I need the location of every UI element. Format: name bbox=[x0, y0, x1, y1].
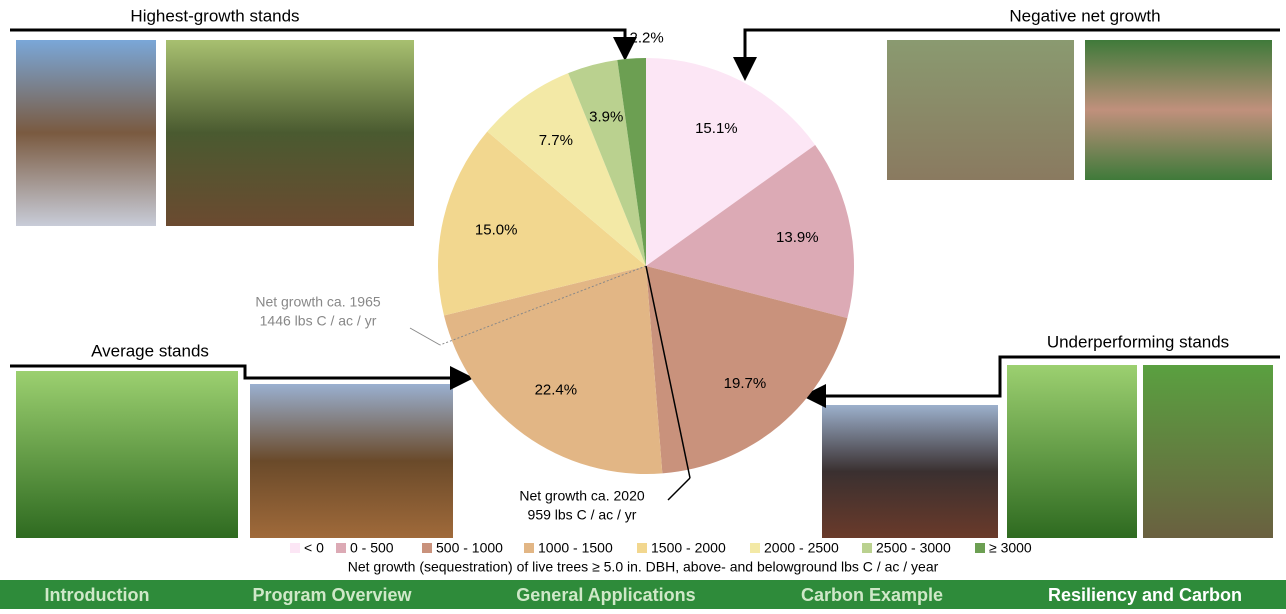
nav-item[interactable]: Introduction bbox=[45, 585, 150, 605]
photo bbox=[822, 405, 998, 538]
legend-swatch bbox=[750, 543, 760, 553]
legend-swatch bbox=[422, 543, 432, 553]
photo bbox=[166, 40, 414, 226]
pointer bbox=[10, 28, 637, 61]
pie-slice bbox=[568, 59, 646, 266]
legend-swatch bbox=[290, 543, 300, 553]
pie-slice bbox=[437, 131, 646, 316]
legend-label: < 0 bbox=[304, 540, 324, 556]
annotation-line bbox=[439, 265, 647, 346]
panel-title: Underperforming stands bbox=[1047, 332, 1229, 351]
photo bbox=[887, 40, 1074, 180]
legend: < 0 0 - 500 500 - 1000 1000 - 1500 1500 - 20… bbox=[290, 540, 1032, 556]
annotation: Net growth ca. 1965 bbox=[255, 294, 381, 310]
slice-label: 7.7% bbox=[539, 132, 573, 149]
slice-label: 13.9% bbox=[776, 229, 819, 246]
caption: Net growth (sequestration) of live trees… bbox=[348, 559, 939, 575]
annotation: 1446 lbs C / ac / yr bbox=[260, 313, 377, 329]
slice-label: 2.2% bbox=[630, 29, 664, 46]
annotation: Net growth ca. 2020 bbox=[519, 488, 645, 504]
photo bbox=[250, 384, 453, 538]
slice-label: 15.1% bbox=[695, 120, 738, 137]
legend-label: 500 - 1000 bbox=[436, 540, 503, 556]
pie-slice bbox=[487, 73, 646, 266]
legend-label: 2500 - 3000 bbox=[876, 540, 951, 556]
pie-slice bbox=[443, 266, 663, 474]
panel-title: Negative net growth bbox=[1009, 6, 1160, 25]
slice-label: 3.9% bbox=[589, 108, 623, 125]
legend-label: 1000 - 1500 bbox=[538, 540, 613, 556]
pointer bbox=[733, 28, 1280, 81]
pie-slice bbox=[617, 58, 646, 266]
legend-label: 0 - 500 bbox=[350, 540, 394, 556]
pie-slice bbox=[646, 58, 816, 266]
photo bbox=[1085, 40, 1272, 180]
nav-item[interactable]: Resiliency and Carbon bbox=[1048, 585, 1242, 605]
slice-label: 15.0% bbox=[475, 222, 518, 239]
legend-swatch bbox=[336, 543, 346, 553]
pie: 15.1% 13.9% 19.7% 22.4% 15.0% 7.7% 3.9% 2.2% bbox=[437, 29, 854, 474]
legend-label: 2000 - 2500 bbox=[764, 540, 839, 556]
pie-slice bbox=[646, 144, 854, 319]
slice-label: 22.4% bbox=[535, 382, 578, 399]
legend-swatch bbox=[862, 543, 872, 553]
slice-label: 19.7% bbox=[724, 375, 767, 392]
panel-title: Average stands bbox=[91, 341, 209, 360]
photo bbox=[16, 40, 156, 226]
annotation: 959 lbs C / ac / yr bbox=[528, 507, 637, 523]
nav-bar bbox=[0, 580, 1286, 609]
annotation-line bbox=[409, 327, 441, 346]
nav-item[interactable]: Carbon Example bbox=[801, 585, 943, 605]
annotation-line bbox=[645, 265, 691, 479]
legend-swatch bbox=[524, 543, 534, 553]
photo bbox=[16, 371, 238, 538]
annotation-line bbox=[667, 477, 691, 501]
legend-swatch bbox=[975, 543, 985, 553]
photo bbox=[1143, 365, 1273, 538]
panel-title: Highest-growth stands bbox=[130, 6, 299, 25]
legend-label: ≥ 3000 bbox=[989, 540, 1032, 556]
photo bbox=[1007, 365, 1137, 538]
legend-swatch bbox=[637, 543, 647, 553]
nav-item[interactable]: Program Overview bbox=[252, 585, 412, 605]
pie-slice bbox=[646, 266, 848, 474]
nav-item[interactable]: General Applications bbox=[516, 585, 695, 605]
legend-label: 1500 - 2000 bbox=[651, 540, 726, 556]
pointer bbox=[10, 364, 474, 390]
pointer bbox=[802, 355, 1280, 408]
